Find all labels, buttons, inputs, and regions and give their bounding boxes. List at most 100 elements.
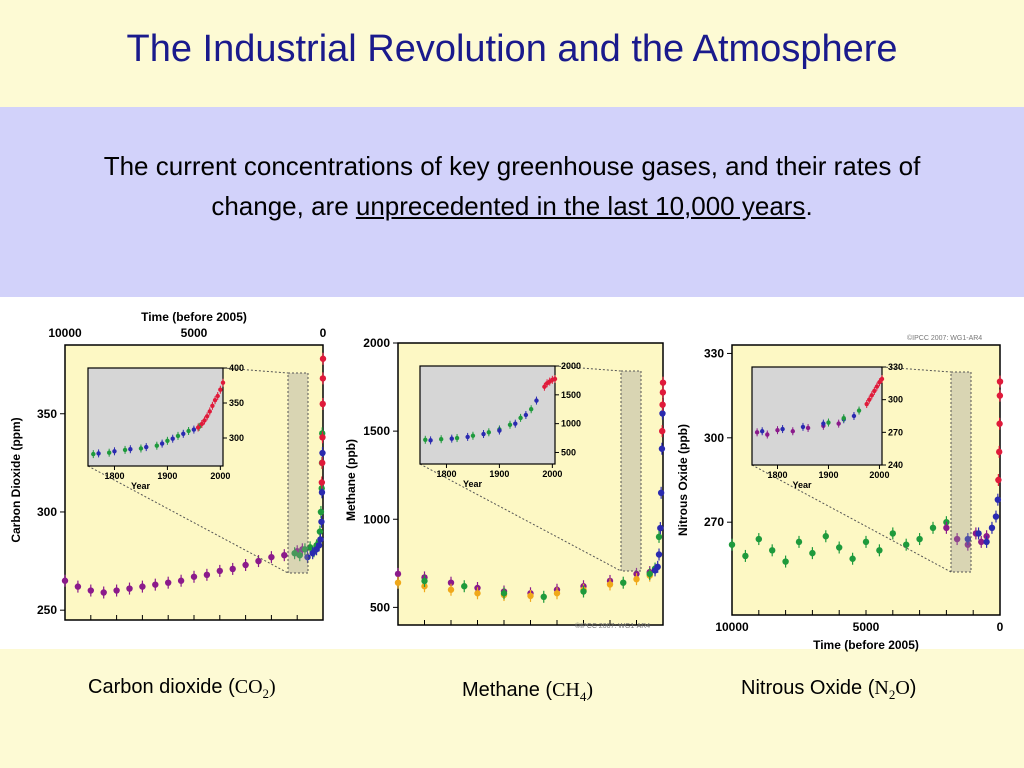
data-point: [654, 563, 661, 571]
inset-data-point: [872, 388, 877, 394]
data-point: [461, 583, 468, 590]
x-tick-label: 5000: [853, 620, 880, 634]
data-point: [769, 547, 776, 554]
inset-data-point: [159, 441, 165, 446]
inset-data-point: [836, 421, 841, 426]
y-tick-label: 250: [37, 603, 57, 617]
inset-x-axis-title: Year: [131, 481, 151, 491]
data-point: [988, 524, 996, 532]
inset-data-point: [112, 449, 117, 454]
inset-y-tick-label: 300: [229, 433, 244, 443]
slide-title: The Industrial Revolution and the Atmosp…: [126, 28, 898, 70]
inset-data-point: [759, 429, 765, 434]
subtitle-part1: The current concentrations of key greenh…: [103, 151, 921, 221]
inset-data-point: [754, 430, 760, 435]
data-point: [916, 535, 923, 543]
inset-data-point: [518, 415, 523, 421]
data-point: [996, 420, 1003, 427]
x-tick-label: 10000: [715, 620, 749, 634]
data-point: [291, 550, 298, 557]
zoom-connector: [222, 367, 289, 374]
y-tick-label: 1000: [363, 512, 390, 526]
ipcc-credit: ©IPCC 2007: WG1-AR4: [907, 334, 982, 342]
caption-co2-close: ): [269, 676, 276, 698]
inset-data-point: [552, 376, 558, 382]
inset-y-tick-label: 330: [888, 362, 903, 372]
data-point: [61, 577, 69, 584]
data-point: [655, 551, 663, 558]
zoom-connector: [751, 464, 952, 573]
inset-data-point: [856, 408, 862, 413]
data-point: [319, 400, 326, 408]
data-point: [139, 583, 146, 590]
x-axis-title: Time (before 2005): [141, 310, 247, 324]
inset-data-point: [841, 415, 846, 421]
inset-y-tick-label: 500: [561, 447, 576, 457]
data-point: [822, 533, 829, 540]
inset-data-point: [523, 412, 529, 418]
data-point: [527, 592, 534, 600]
inset-data-point: [879, 376, 885, 382]
inset-y-tick-label: 240: [888, 460, 903, 470]
co2-chart: 250 300 350 10000 5000 0 Time (before 2005) Car…: [9, 310, 327, 621]
caption-n2o-close: ): [909, 677, 917, 699]
data-point: [255, 557, 262, 565]
inset-data-point: [106, 450, 112, 455]
y-axis-title: Nitrous Oxide (ppb): [676, 424, 690, 536]
data-point: [296, 551, 303, 559]
data-point: [659, 410, 666, 417]
inset-data-point: [191, 427, 197, 432]
data-point: [317, 508, 325, 516]
x-tick-label: 5000: [181, 326, 208, 340]
y-axis-title: Methane (ppb): [345, 439, 358, 521]
subtitle-band: [0, 107, 1024, 297]
inset-x-tick-label: 1800: [104, 471, 124, 481]
zoom-connector: [419, 463, 622, 572]
data-point: [474, 590, 481, 597]
subtitle-end: .: [805, 191, 813, 221]
caption-co2-formula: CO: [234, 676, 263, 698]
data-point: [657, 524, 664, 532]
n2o-chart: 270 300 330 10000 5000 0 Time (before 2005) Nit…: [676, 334, 1004, 652]
inset-x-axis-title: Year: [792, 480, 812, 490]
inset-data-point: [821, 421, 826, 426]
inset-data-point: [218, 387, 223, 392]
data-point: [319, 375, 327, 382]
inset-x-tick-label: 2000: [210, 471, 230, 481]
data-point: [229, 565, 236, 573]
data-point: [74, 583, 82, 590]
data-point: [319, 355, 327, 362]
data-point: [100, 589, 107, 596]
data-point: [655, 533, 663, 541]
inset-data-point: [204, 414, 210, 419]
inset-data-point: [165, 438, 170, 443]
zoom-connector: [87, 465, 289, 574]
inset-data-point: [481, 431, 486, 437]
inset-data-point: [144, 444, 149, 450]
inset-data-point: [780, 426, 785, 432]
inset-data-point: [128, 447, 133, 452]
inset-data-point: [513, 421, 518, 426]
inset-data-point: [207, 409, 212, 414]
data-point: [795, 538, 803, 546]
inset-data-point: [423, 437, 428, 442]
inset-x-tick-label: 1900: [157, 471, 177, 481]
caption-n2o-text: Nitrous Oxide (: [741, 677, 875, 699]
y-axis-title: Carbon Dioxide (ppm): [9, 417, 23, 542]
data-point: [315, 542, 323, 549]
data-point: [500, 590, 508, 597]
data-point: [394, 579, 402, 586]
inset-x-tick-label: 1900: [489, 469, 509, 479]
x-tick-label: 0: [997, 620, 1004, 634]
data-point: [995, 448, 1003, 456]
inset-data-point: [91, 451, 96, 457]
data-point: [268, 553, 275, 561]
inset-data-point: [212, 398, 218, 403]
y-tick-label: 2000: [363, 336, 390, 350]
data-point: [316, 528, 324, 535]
data-point: [728, 541, 736, 548]
subtitle-emphasis: unprecedented in the last 10,000 years: [355, 191, 806, 221]
data-point: [658, 445, 666, 452]
data-point: [994, 496, 1002, 503]
inset-data-point: [800, 424, 806, 430]
